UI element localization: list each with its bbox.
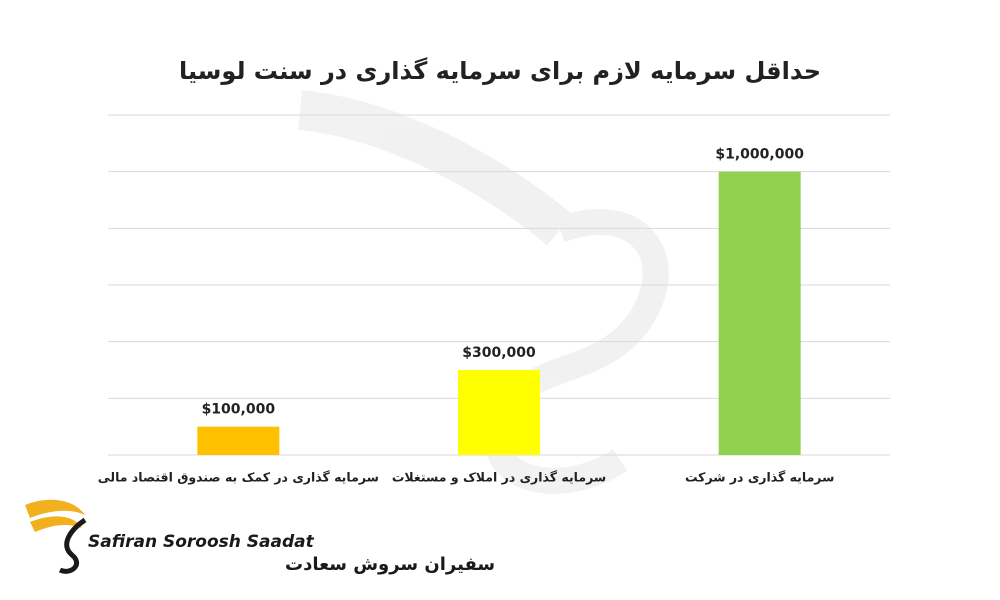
bar xyxy=(197,426,280,455)
bar xyxy=(458,370,540,455)
bar xyxy=(718,171,801,455)
chart-title: حداقل سرمایه لازم برای سرمایه گذاری در س… xyxy=(179,57,821,85)
watermark xyxy=(297,90,669,494)
logo-english: Safiran Soroosh Saadat xyxy=(88,532,315,552)
logo-s xyxy=(58,517,87,574)
logo-persian: سفیران سروش سعادت xyxy=(285,554,495,575)
x-tick-label: سرمایه گذاری در کمک به صندوق اقتصاد مالی xyxy=(98,470,379,485)
value-label: $1,000,000 xyxy=(715,147,804,163)
x-tick-label: سرمایه گذاری در شرکت xyxy=(685,470,834,485)
logo-wing xyxy=(25,499,85,518)
x-tick-label: سرمایه گذاری در املاک و مستغلات xyxy=(392,470,606,485)
logo: Safiran Soroosh Saadat سفیران سروش سعادت xyxy=(25,499,495,575)
value-label: $100,000 xyxy=(202,402,276,418)
value-label: $300,000 xyxy=(462,345,536,361)
logo-wing xyxy=(30,516,82,532)
